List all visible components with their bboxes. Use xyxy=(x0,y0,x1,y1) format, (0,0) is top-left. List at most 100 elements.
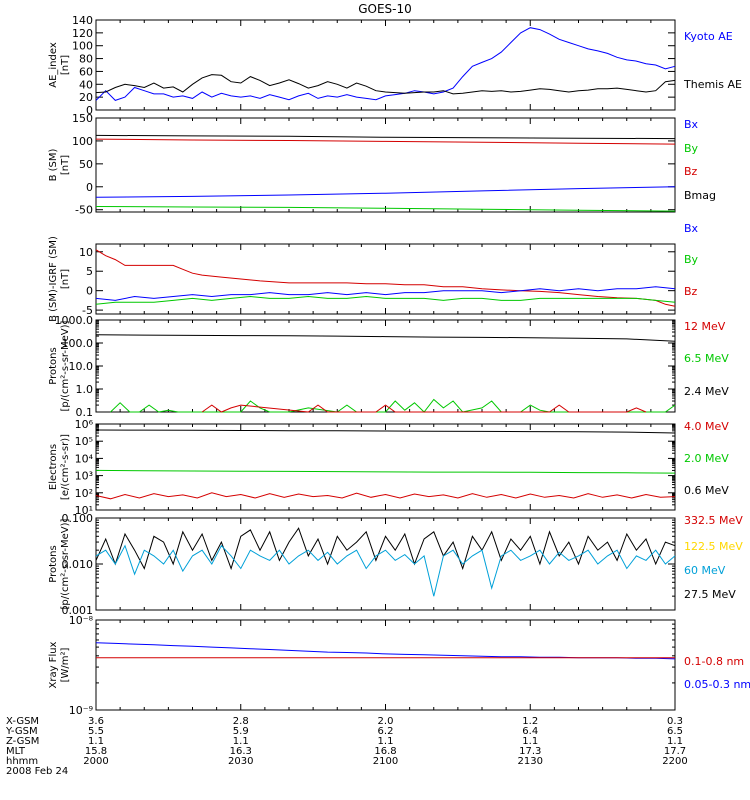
y-tick-label: -5 xyxy=(82,304,93,317)
y-tick-label: 150 xyxy=(72,112,93,125)
series-line-12-mev xyxy=(201,404,647,413)
series-line-6-5-mev xyxy=(110,398,676,413)
series-line-bz xyxy=(95,249,676,307)
y-axis-label: [nT] xyxy=(60,55,71,75)
legend-entry: 0.1-0.8 nm xyxy=(684,655,744,668)
y-axis-label: [W/m²] xyxy=(60,647,71,682)
y-tick-label: 10⁻⁹ xyxy=(69,704,93,717)
x-row-label: Z-GSM xyxy=(6,736,39,747)
y-tick-label: 40 xyxy=(79,78,93,91)
x-tick-value: 6.5 xyxy=(667,726,683,737)
y-tick-label: 10¹ xyxy=(75,504,93,517)
y-tick-label: 0 xyxy=(86,181,93,194)
y-tick-label: 10⁶ xyxy=(75,418,94,431)
y-tick-label: 1000.0 xyxy=(55,314,94,327)
y-tick-label: 10⁴ xyxy=(75,452,94,465)
y-tick-label: 1.0 xyxy=(76,383,94,396)
y-axis-label: Protons xyxy=(48,545,59,582)
legend-entry: Kyoto AE xyxy=(684,30,733,43)
series-line-bz xyxy=(95,138,676,145)
x-row-label: X-GSM xyxy=(6,716,39,727)
y-tick-label: 100.0 xyxy=(62,337,94,350)
y-axis-label: AE_index xyxy=(48,42,59,88)
legend-entry: 27.5 MeV xyxy=(684,588,736,601)
y-axis-label: Electrons xyxy=(48,444,59,490)
x-tick-value: 6.4 xyxy=(522,726,538,737)
legend-entry: Bx xyxy=(684,222,699,235)
series-line-by xyxy=(95,206,676,212)
panel-frame-electrons xyxy=(95,423,676,511)
x-tick-value: 2200 xyxy=(662,756,687,767)
x-tick-value: 1.1 xyxy=(378,736,394,747)
x-tick-value: 16.3 xyxy=(230,746,252,757)
legend-entry: Bmag xyxy=(684,189,716,202)
x-tick-value: 2.0 xyxy=(378,716,394,727)
legend-entry: By xyxy=(684,142,699,155)
y-axis-label: Xray Flux xyxy=(48,641,59,688)
panel-frame-bsm xyxy=(95,117,676,213)
x-tick-value: 2030 xyxy=(228,756,253,767)
x-tick-value: 6.2 xyxy=(378,726,394,737)
series-line-0-05-0-3-nm xyxy=(95,642,676,660)
x-tick-value: 17.7 xyxy=(664,746,686,757)
y-tick-label: 10² xyxy=(75,487,93,500)
legend-entry: 0.6 MeV xyxy=(684,484,729,497)
series-line-0-6-mev xyxy=(95,429,676,434)
series-line-bx xyxy=(95,186,676,198)
y-tick-label: 0 xyxy=(86,285,93,298)
y-axis-label: [nT] xyxy=(60,269,71,289)
x-tick-value: 1.1 xyxy=(233,736,249,747)
x-tick-value: 2.8 xyxy=(233,716,249,727)
y-tick-label: 0.100 xyxy=(62,512,94,525)
legend-entry: 6.5 MeV xyxy=(684,352,729,365)
y-tick-label: 0 xyxy=(86,104,93,117)
y-tick-label: 20 xyxy=(79,91,93,104)
x-tick-value: 2000 xyxy=(83,756,108,767)
y-tick-label: 5 xyxy=(86,265,93,278)
series-line-kyoto-ae xyxy=(95,27,676,101)
y-axis-label: Protons xyxy=(48,347,59,384)
x-tick-value: 5.9 xyxy=(233,726,249,737)
x-tick-value: 16.8 xyxy=(374,746,396,757)
x-row-label: 2008 Feb 24 xyxy=(6,766,68,777)
y-tick-label: 100 xyxy=(72,135,93,148)
y-tick-label: 80 xyxy=(79,53,93,66)
panel-frame-bdiff xyxy=(95,243,676,315)
legend-entry: 12 MeV xyxy=(684,320,726,333)
y-tick-label: 10.0 xyxy=(69,360,94,373)
y-tick-label: 10⁵ xyxy=(75,435,93,448)
legend-entry: 2.0 MeV xyxy=(684,452,729,465)
legend-entry: 2.4 MeV xyxy=(684,385,729,398)
y-tick-label: 0.1 xyxy=(76,406,94,419)
legend-entry: 122.5 MeV xyxy=(684,540,743,553)
legend-entry: Bx xyxy=(684,118,699,131)
y-tick-label: 100 xyxy=(72,40,93,53)
series-line-2-4-mev xyxy=(95,334,676,342)
series-line-by xyxy=(95,295,676,305)
y-axis-label: [e/(cm²-s-sr)] xyxy=(60,434,71,500)
y-tick-label: 10 xyxy=(79,246,93,259)
x-tick-value: 17.3 xyxy=(519,746,541,757)
y-tick-label: 50 xyxy=(79,158,93,171)
legend-entry: 0.05-0.3 nm xyxy=(684,678,750,691)
y-axis-label: B (SM) xyxy=(48,148,59,181)
y-tick-label: 10³ xyxy=(75,470,93,483)
y-tick-label: 0.001 xyxy=(62,604,94,617)
legend-entry: 332.5 MeV xyxy=(684,514,743,527)
y-axis-label: [p/(cm²-s-sr-MeV)] xyxy=(60,518,71,609)
legend-entry: By xyxy=(684,253,699,266)
series-line-2-0-mev xyxy=(95,469,676,474)
x-tick-value: 15.8 xyxy=(85,746,107,757)
legend-entry: 60 MeV xyxy=(684,564,726,577)
y-tick-label: 10⁻⁸ xyxy=(69,614,94,627)
x-tick-value: 3.6 xyxy=(88,716,104,727)
series-line-60-mev xyxy=(95,544,676,597)
y-axis-label: B (SM)-IGRF (SM) xyxy=(48,236,59,322)
y-tick-label: 60 xyxy=(79,65,93,78)
x-tick-value: 1.1 xyxy=(88,736,104,747)
legend-entry: 4.0 MeV xyxy=(684,420,729,433)
x-tick-value: 1.2 xyxy=(522,716,538,727)
series-line-4-0-mev xyxy=(95,492,676,500)
legend-entry: Bz xyxy=(684,165,698,178)
